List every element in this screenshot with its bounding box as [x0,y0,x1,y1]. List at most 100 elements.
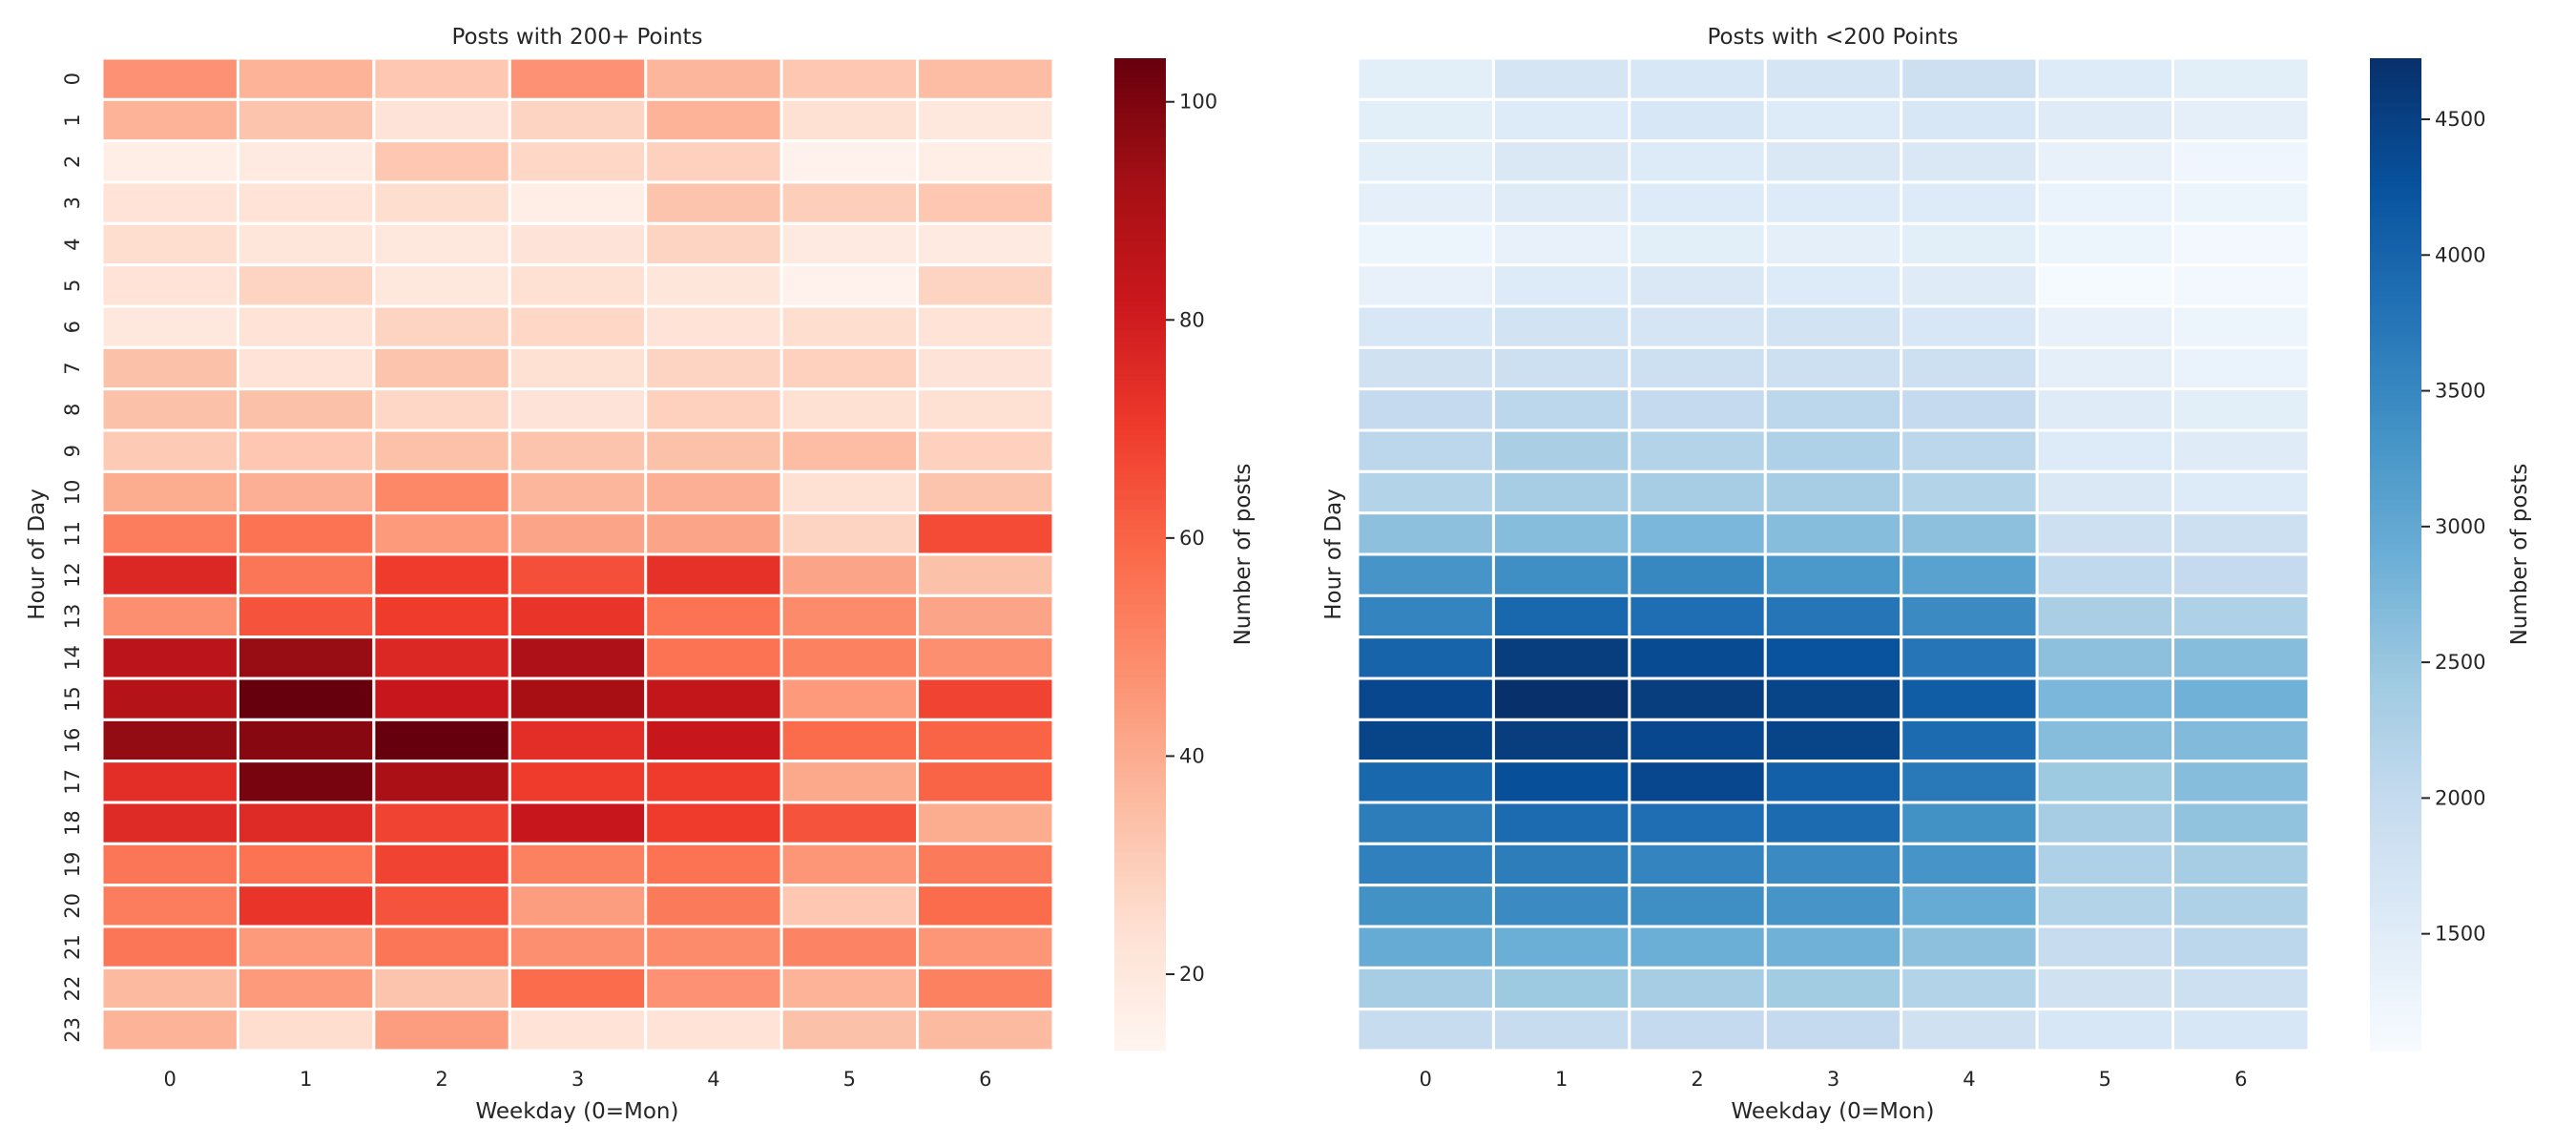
colorbar-segment [2370,738,2421,744]
heatmap-cell [644,842,783,887]
heatmap-cell [372,718,511,763]
colorbar-segment [2370,356,2421,362]
x-tick-label: 3 [571,1068,584,1091]
heatmap-cell [1356,552,1495,597]
colorbar-segment [1114,499,1166,506]
heatmap-cell [779,428,920,473]
heatmap-cell [2035,511,2175,556]
colorbar-segment [1114,797,1166,803]
heatmap-cell [372,221,511,267]
colorbar-segment [2370,474,2421,481]
colorbar-segment [2370,237,2421,242]
heatmap-cell [1491,677,1631,721]
colorbar-segment [1114,559,1166,565]
heatmap-cell [236,966,376,1011]
colorbar-segment [1114,693,1166,699]
colorbar-segment [2370,634,2421,639]
heatmap-cell [916,387,1055,432]
colorbar-segment [2370,167,2421,174]
colorbar-segment [2370,598,2421,605]
colorbar-segment [2370,465,2421,471]
colorbar-segment [2370,331,2421,337]
heatmap-cell [372,56,511,101]
y-tick-label: 6 [61,321,84,333]
heatmap-cell [1900,677,2039,721]
colorbar-segment [1114,73,1166,79]
heatmap-cell [372,677,511,721]
heatmap-cell [1763,801,1903,845]
heatmap-cell [2171,345,2311,391]
colorbar-segment [1114,683,1166,689]
heatmap-cell [644,966,783,1011]
colorbar-segment [2370,792,2421,799]
heatmap-cell [1628,511,1767,556]
colorbar-segment [1114,772,1166,779]
heatmap-cell [508,593,648,639]
colorbar-segment [1114,668,1166,675]
colorbar-segment [2370,127,2421,134]
colorbar-segment [1114,787,1166,794]
heatmap-cell [1491,718,1631,763]
colorbar-segment [2370,539,2421,546]
heatmap-cell [100,966,239,1011]
heatmap-cell [1900,221,2039,267]
colorbar-segment [2370,584,2421,590]
heatmap-cell [2035,180,2175,225]
colorbar-segment [1114,708,1166,714]
colorbar-segment [1114,534,1166,540]
heatmap-cell [2171,552,2311,597]
heatmap-cell [1356,139,1495,184]
colorbar-segment [1114,415,1166,422]
heatmap-cell [372,180,511,225]
heatmap-cell [508,345,648,391]
heatmap-cell [1356,180,1495,225]
colorbar-segment [1114,956,1166,962]
heatmap-cell [1491,139,1631,184]
heatmap-cell [1900,842,2039,887]
colorbar-segment [1114,113,1166,118]
heatmap-cell [100,428,239,473]
heatmap-cell [779,263,920,308]
colorbar-segment [2370,207,2421,213]
heatmap-cell [372,511,511,556]
colorbar-segment [2370,316,2421,323]
colorbar-segment [2370,1045,2421,1051]
heatmap-cell [508,56,648,101]
colorbar-segment [2370,395,2421,402]
colorbar-segment [1114,990,1166,997]
heatmap-cell [1900,925,2039,969]
heatmap-cell [1491,552,1631,597]
heatmap-cell [1628,760,1767,804]
colorbar-segment [2370,137,2421,143]
colorbar-segment [2370,361,2421,366]
heatmap-cell [1356,677,1495,721]
heatmap-cell [1356,304,1495,349]
heatmap-cell [1900,345,2039,391]
colorbar-segment [2370,505,2421,510]
heatmap-cell [372,884,511,928]
colorbar-segment [2370,593,2421,600]
colorbar-segment [1114,510,1166,515]
colorbar-segment [2370,688,2421,695]
heatmap-cell [779,511,920,556]
colorbar-segment [1114,1001,1166,1007]
colorbar-segment [1114,1020,1166,1027]
colorbar-segment [2370,325,2421,332]
heatmap-cell [1763,387,1903,432]
y-tick-label: 7 [61,362,84,374]
colorbar-segment [1114,266,1166,273]
heatmap-cell [1763,718,1903,763]
colorbar-segment [1114,986,1166,992]
colorbar-segment [1114,77,1166,84]
chart-title: Posts with 200+ Points [451,25,702,50]
colorbar-segment [1114,489,1166,496]
y-tick-label: 17 [61,769,84,795]
heatmap-cell [236,552,376,597]
heatmap-cell [508,1008,648,1052]
heatmap-cell [1900,552,2039,597]
colorbar-segment [1114,579,1166,585]
colorbar-segment [1114,584,1166,590]
colorbar-segment [2370,837,2421,843]
heatmap-cell [1900,387,2039,432]
colorbar-segment [2370,832,2421,838]
